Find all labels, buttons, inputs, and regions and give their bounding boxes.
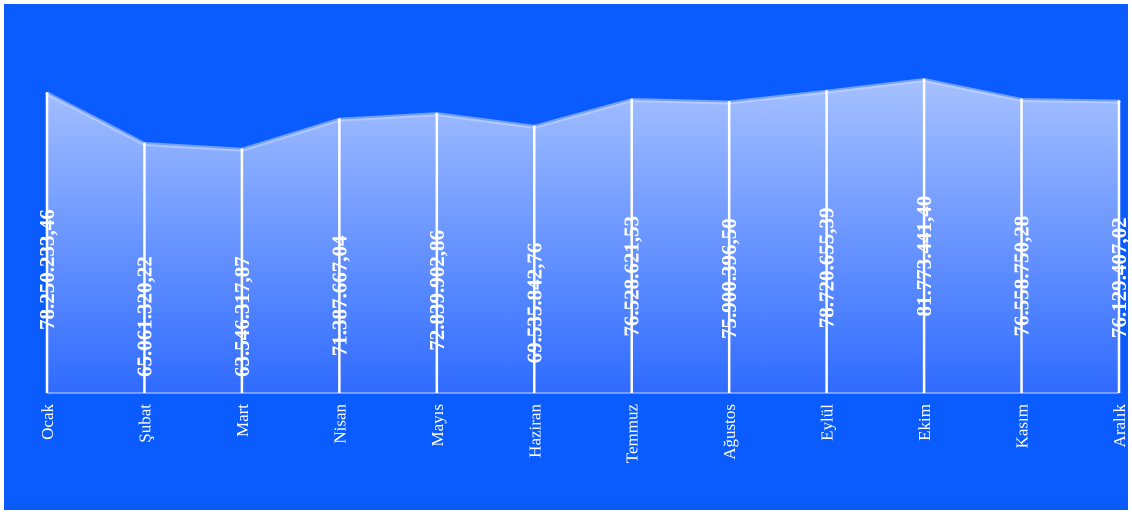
- x-tick-label: Ağustos: [720, 404, 739, 460]
- x-tick-label: Temmuz: [623, 404, 642, 464]
- value-label: 76.558.750,28: [1010, 216, 1034, 337]
- data-point: [532, 125, 536, 129]
- data-point: [630, 98, 634, 102]
- value-label: 78.720.655,39: [815, 207, 839, 328]
- data-point: [337, 118, 341, 122]
- x-tick-label: Ekim: [915, 404, 934, 441]
- data-point: [1117, 100, 1121, 104]
- data-point: [825, 90, 829, 94]
- value-label: 72.839.902,86: [425, 230, 449, 351]
- data-point: [727, 100, 731, 104]
- value-label: 75.900.396,50: [717, 218, 741, 339]
- area-chart: 78.250.233,46 65.061.320,22 63.546.317,87 7…: [35, 77, 1128, 464]
- value-label: 71.387.667,04: [327, 235, 351, 356]
- x-tick-label: Şubat: [135, 404, 154, 443]
- data-point: [45, 91, 49, 95]
- x-tick-label: Mayıs: [428, 404, 447, 447]
- x-tick-label: Eylül: [818, 404, 837, 441]
- x-tick-label: Nisan: [330, 404, 349, 444]
- value-label: 76.528.621,53: [620, 216, 644, 337]
- data-point: [1020, 98, 1024, 102]
- x-tick-label: Ocak: [38, 404, 57, 440]
- x-tick-label: Aralık: [1110, 404, 1128, 448]
- area-top-line: [46, 77, 1120, 152]
- x-tick-label: Mart: [233, 404, 252, 437]
- value-label: 69.535.842,76: [522, 243, 546, 364]
- value-label: 81.773.441,40: [912, 196, 936, 317]
- value-label: 78.250.233,46: [35, 209, 59, 330]
- chart-frame: 78.250.233,46 65.061.320,22 63.546.317,87 7…: [4, 4, 1128, 510]
- data-point: [435, 112, 439, 116]
- data-point: [142, 142, 146, 146]
- x-tick-label: Haziran: [525, 404, 544, 458]
- value-label: 76.129.407,02: [1107, 217, 1128, 338]
- x-tick-label: Kasım: [1013, 404, 1032, 448]
- area-fill: [47, 80, 1119, 393]
- value-label: 63.546.317,87: [230, 256, 254, 377]
- data-point: [240, 148, 244, 152]
- data-point: [922, 78, 926, 82]
- value-label: 65.061.320,22: [132, 256, 156, 377]
